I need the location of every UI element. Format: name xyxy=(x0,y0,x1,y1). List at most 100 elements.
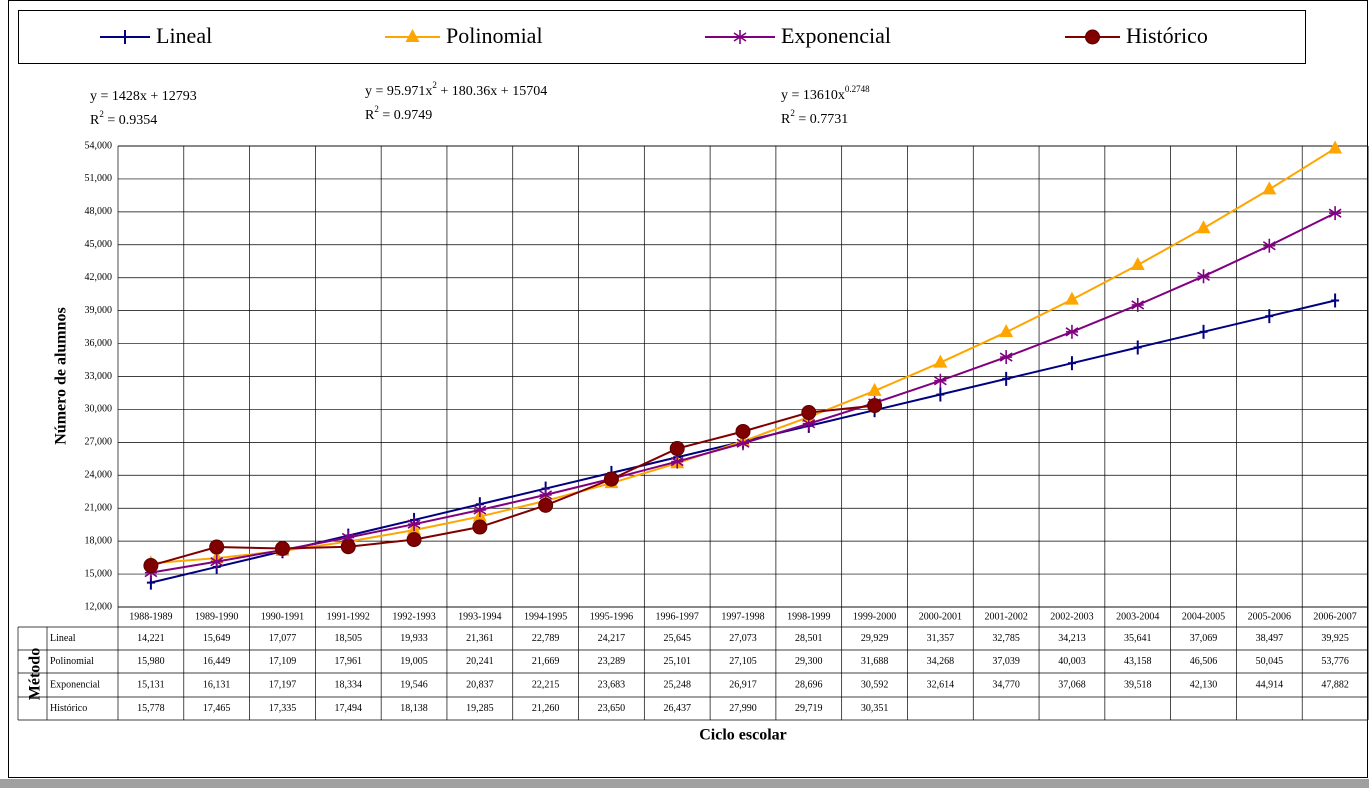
table-cell: 16,131 xyxy=(203,679,231,690)
trend-r2: R2 = 0.9354 xyxy=(90,109,157,128)
table-cell: 31,688 xyxy=(861,656,889,667)
y-tick-label: 30,000 xyxy=(85,404,113,415)
trend-r2: R2 = 0.7731 xyxy=(781,108,848,127)
data-point xyxy=(1199,324,1208,339)
data-point xyxy=(1131,297,1145,312)
y-tick-label: 54,000 xyxy=(85,140,113,151)
table-cell: 25,101 xyxy=(663,656,691,667)
text-part: = 0.7731 xyxy=(795,112,848,127)
y-tick-label: 51,000 xyxy=(85,173,113,184)
legend-label: Exponencial xyxy=(781,23,891,48)
data-point xyxy=(936,387,945,402)
table-cell: 34,213 xyxy=(1058,633,1086,644)
table-cell: 37,069 xyxy=(1190,633,1218,644)
table-cell: 24,217 xyxy=(598,633,626,644)
x-tick-label: 1995-1996 xyxy=(590,611,633,622)
data-point xyxy=(473,503,487,518)
data-point xyxy=(1002,371,1011,386)
table-cell: 20,241 xyxy=(466,656,494,667)
y-tick-label: 42,000 xyxy=(85,272,113,283)
table-cell: 28,696 xyxy=(795,679,823,690)
table-cell: 19,933 xyxy=(400,633,428,644)
data-point xyxy=(1262,238,1276,253)
data-point xyxy=(472,519,488,535)
y-tick-label: 36,000 xyxy=(85,338,113,349)
text-part: + 180.36x + 15704 xyxy=(437,84,547,99)
table-cell: 22,789 xyxy=(532,633,560,644)
chart-border xyxy=(8,0,1368,778)
text-part: 2 xyxy=(99,109,104,119)
y-tick-label: 24,000 xyxy=(85,470,113,481)
legend-label: Polinomial xyxy=(446,23,543,48)
data-point xyxy=(1328,206,1342,221)
trend-equation: y = 1428x + 12793 xyxy=(90,89,197,104)
data-point xyxy=(1196,220,1211,234)
y-tick-label: 21,000 xyxy=(85,503,113,514)
legend-marker xyxy=(733,30,747,44)
x-tick-label: 2004-2005 xyxy=(1182,611,1225,622)
data-point xyxy=(1262,181,1277,195)
table-label: Método xyxy=(27,648,44,700)
table-cell: 32,785 xyxy=(992,633,1020,644)
table-cell: 17,335 xyxy=(269,703,297,714)
table-cell: 15,131 xyxy=(137,679,165,690)
x-tick-label: 2005-2006 xyxy=(1248,611,1291,622)
table-cell: 25,248 xyxy=(663,679,691,690)
table-cell: 16,449 xyxy=(203,656,231,667)
table-cell: 30,351 xyxy=(861,703,889,714)
y-tick-label: 12,000 xyxy=(85,601,113,612)
text-part: y = 1428x + 12793 xyxy=(90,89,197,104)
table-cell: 17,077 xyxy=(269,633,297,644)
table-cell: 39,925 xyxy=(1321,633,1349,644)
x-tick-label: 1998-1999 xyxy=(787,611,830,622)
table-cell: 18,138 xyxy=(400,703,428,714)
x-tick-label: 1991-1992 xyxy=(327,611,370,622)
data-point xyxy=(801,405,817,421)
table-row-label: Polinomial xyxy=(50,656,94,667)
table-cell: 44,914 xyxy=(1256,679,1284,690)
table-cell: 32,614 xyxy=(927,679,955,690)
text-part: R xyxy=(781,112,791,127)
table-cell: 40,003 xyxy=(1058,656,1086,667)
y-axis-label: Número de alumnos xyxy=(53,307,70,445)
table-cell: 21,669 xyxy=(532,656,560,667)
table-cell: 38,497 xyxy=(1256,633,1284,644)
table-cell: 43,158 xyxy=(1124,656,1152,667)
table-cell: 17,961 xyxy=(335,656,363,667)
x-tick-label: 1996-1997 xyxy=(656,611,699,622)
data-point xyxy=(1331,293,1340,308)
data-point xyxy=(1328,140,1343,154)
table-cell: 28,501 xyxy=(795,633,823,644)
data-point xyxy=(143,558,159,574)
data-point xyxy=(407,517,421,532)
text-part: y = 95.971x xyxy=(365,84,432,99)
table-cell: 47,882 xyxy=(1321,679,1349,690)
text-part: R xyxy=(365,108,375,123)
data-point xyxy=(1064,291,1079,305)
x-tick-label: 1999-2000 xyxy=(853,611,896,622)
table-cell: 23,650 xyxy=(598,703,626,714)
table-cell: 37,068 xyxy=(1058,679,1086,690)
table-cell: 19,546 xyxy=(400,679,428,690)
text-part: 2 xyxy=(374,104,379,114)
table-cell: 17,465 xyxy=(203,703,231,714)
table-cell: 18,505 xyxy=(335,633,363,644)
table-cell: 34,770 xyxy=(992,679,1020,690)
y-tick-label: 27,000 xyxy=(85,437,113,448)
y-tick-label: 39,000 xyxy=(85,305,113,316)
x-tick-label: 1997-1998 xyxy=(721,611,764,622)
data-point xyxy=(867,398,883,414)
table-cell: 29,300 xyxy=(795,656,823,667)
table-cell: 25,645 xyxy=(663,633,691,644)
table-row-label: Histórico xyxy=(50,703,87,714)
data-point xyxy=(735,423,751,439)
text-part: = 0.9749 xyxy=(379,108,432,123)
table-cell: 21,260 xyxy=(532,703,560,714)
x-tick-label: 2003-2004 xyxy=(1116,611,1159,622)
text-part: 2 xyxy=(432,80,437,90)
legend-label: Lineal xyxy=(156,23,212,48)
table-cell: 17,494 xyxy=(335,703,363,714)
table-cell: 46,506 xyxy=(1190,656,1218,667)
data-point xyxy=(933,354,948,368)
table-cell: 35,641 xyxy=(1124,633,1152,644)
